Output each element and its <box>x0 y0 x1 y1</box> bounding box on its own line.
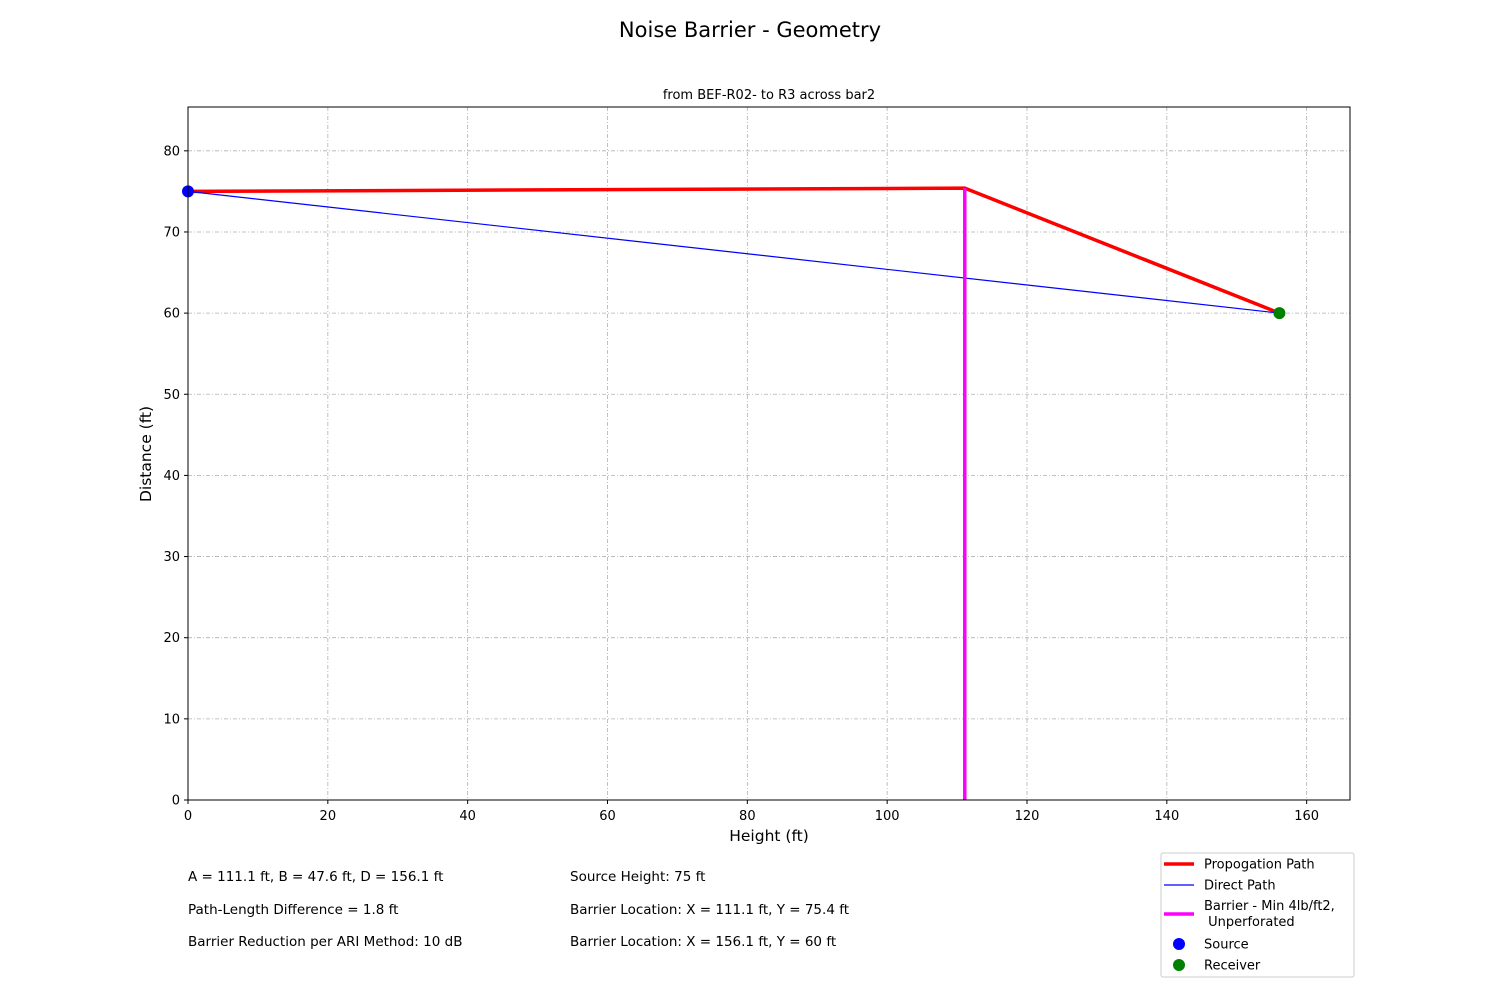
annotation-text: Barrier Reduction per ARI Method: 10 dB <box>188 934 462 950</box>
annotation-text: Path-Length Difference = 1.8 ft <box>188 902 398 918</box>
y-tick-label: 60 <box>163 307 180 322</box>
receiver-point <box>1273 307 1286 320</box>
legend-propagation-path-label: Propogation Path <box>1204 858 1315 873</box>
x-tick-label: 100 <box>875 809 900 824</box>
chart-subtitle: from BEF-R02- to R3 across bar2 <box>663 88 875 103</box>
y-axis-label: Distance (ft) <box>137 406 155 502</box>
legend-source-swatch <box>1173 938 1185 950</box>
x-tick-label: 140 <box>1154 809 1179 824</box>
y-tick-label: 10 <box>163 712 180 727</box>
x-tick-label: 60 <box>599 809 616 824</box>
x-tick-label: 120 <box>1015 809 1040 824</box>
y-tick-label: 80 <box>163 144 180 159</box>
series-layer <box>182 185 1286 800</box>
plot-frame <box>187 106 1351 801</box>
tick-layer: 0 20 40 60 80 100 120 140 160 0 10 20 30 40 50 60 70 80 <box>163 144 1319 824</box>
y-tick-label: 50 <box>163 388 180 403</box>
x-tick-label: 20 <box>320 809 337 824</box>
legend-box <box>1160 852 1355 978</box>
legend-receiver-swatch <box>1173 959 1185 971</box>
y-tick-label: 30 <box>163 550 180 565</box>
legend-source-label: Source <box>1204 938 1249 953</box>
y-tick-label: 0 <box>172 794 180 809</box>
y-tick-label: 20 <box>163 631 180 646</box>
x-tick-label: 160 <box>1294 809 1319 824</box>
x-tick-label: 0 <box>184 809 192 824</box>
annotation-text: Source Height: 75 ft <box>570 869 705 885</box>
y-tick-label: 40 <box>163 469 180 484</box>
annotation-text: Barrier Location: X = 156.1 ft, Y = 60 f… <box>570 934 836 950</box>
legend-barrier-label: Barrier - Min 4lb/ft2, Unperforated <box>1204 899 1335 930</box>
x-axis-label: Height (ft) <box>729 827 809 845</box>
x-tick-label: 80 <box>739 809 756 824</box>
legend-direct-path-label: Direct Path <box>1204 879 1276 894</box>
annotation-layer: A = 111.1 ft, B = 47.6 ft, D = 156.1 ft P… <box>188 869 849 950</box>
legend: Propogation Path Direct Path Barrier - Min… <box>1160 852 1355 978</box>
legend-label-line: Unperforated <box>1204 915 1295 930</box>
direct-path-line <box>187 190 1280 314</box>
annotation-text: Barrier Location: X = 111.1 ft, Y = 75.4… <box>570 902 849 918</box>
y-tick-label: 70 <box>163 225 180 240</box>
chart-title: Noise Barrier - Geometry <box>619 18 881 42</box>
legend-label-line: Barrier - Min 4lb/ft2, <box>1204 899 1335 914</box>
legend-receiver-label: Receiver <box>1204 959 1261 974</box>
annotation-text: A = 111.1 ft, B = 47.6 ft, D = 156.1 ft <box>188 869 443 885</box>
x-tick-label: 40 <box>459 809 476 824</box>
